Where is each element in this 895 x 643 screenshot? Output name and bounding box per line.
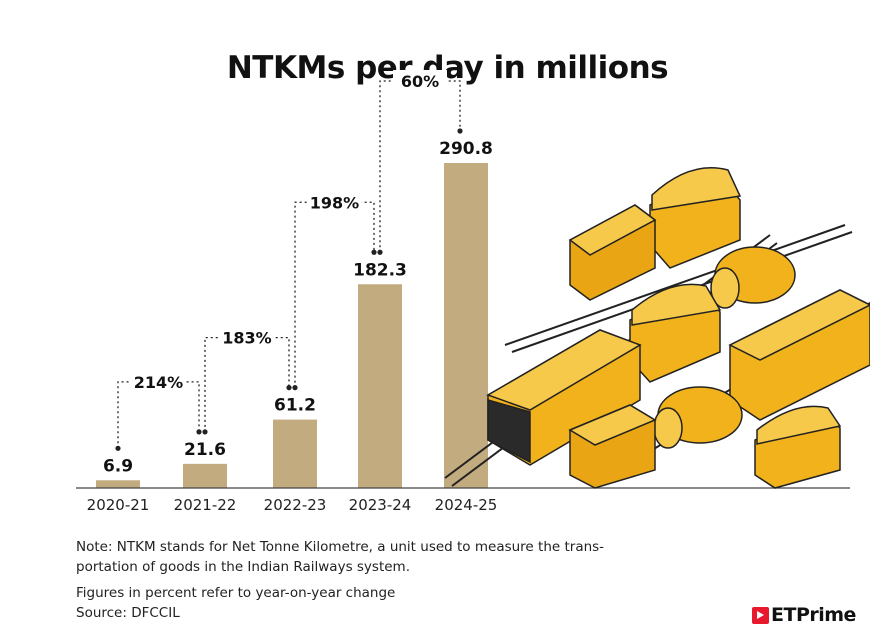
x-tick-label: 2020-21 [87,496,150,514]
etprime-play-icon [752,606,769,624]
connector-dot [371,249,377,255]
bar-2022-23 [273,419,317,488]
connector-dot [286,385,292,391]
x-tick-label: 2022-23 [264,496,327,514]
yoy-label-bg [307,191,362,212]
bar-2020-21 [96,480,140,488]
value-label: 21.6 [184,440,226,460]
value-label: 290.8 [439,139,493,159]
yoy-connector-line [204,336,290,432]
note-text: Note: NTKM stands for Net Tonne Kilometr… [76,539,605,575]
value-label: 6.9 [103,456,133,476]
connector-dot [377,249,383,255]
brand-name: ETPrime [771,604,856,626]
bar-2021-22 [183,463,227,488]
bar-2023-24 [358,284,402,488]
yoy-label-bg [131,370,186,391]
bar-chart: 214% 183% 198% 60% 6.9 21.6 61.2 182.3 290.8 20… [76,70,850,514]
connector-dot [292,385,298,391]
yoy-label-bg [220,326,274,347]
bar-2024-25 [444,163,488,488]
x-tick-label: 2024-25 [435,496,498,514]
connector-dot [457,128,463,134]
x-tick-label: 2023-24 [349,496,412,514]
etprime-logo: ETPrime [752,604,856,626]
yoy-change-label: 214% [134,373,183,392]
bars [96,163,488,488]
yoy-connectors: 214% 183% 198% 60% [115,70,463,451]
connector-dot [202,429,208,435]
value-label: 61.2 [274,396,316,416]
chart-title: NTKMs per day in millions [226,50,669,86]
chart-notes: Note: NTKM stands for Net Tonne Kilometr… [76,537,636,623]
connector-dot [196,429,202,435]
connector-dot [115,445,121,451]
yoy-change-label: 198% [310,193,359,212]
figures-note: Figures in percent refer to year-on-year… [76,585,396,601]
x-tick-labels: 2020-21 2021-22 2022-23 2023-24 2024-25 [87,496,498,514]
freight-train-illustration [444,167,870,489]
yoy-label-bg [393,70,447,90]
source-text: Source: DFCCIL [76,605,180,621]
value-label: 182.3 [353,260,407,280]
yoy-change-label: 183% [222,329,271,348]
x-tick-label: 2021-22 [174,496,237,514]
value-labels: 6.9 21.6 61.2 182.3 290.8 [103,139,493,476]
yoy-change-label: 60% [401,72,439,91]
